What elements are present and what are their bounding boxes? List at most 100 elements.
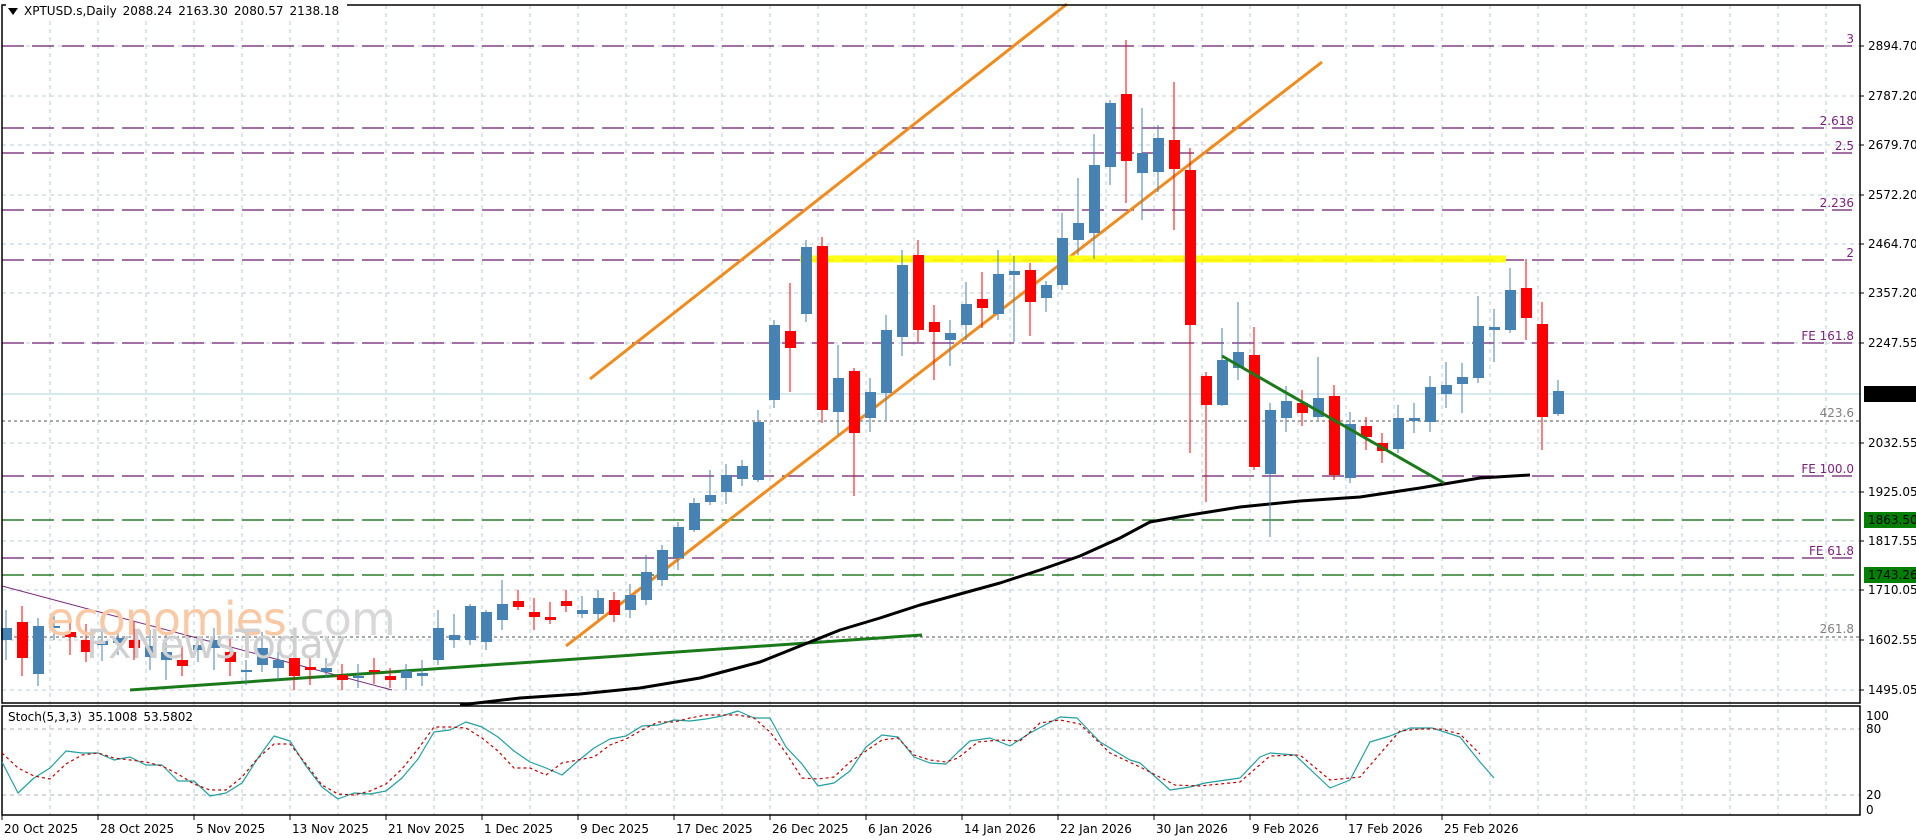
bear-candle[interactable] xyxy=(913,255,924,330)
bear-candle[interactable] xyxy=(337,675,348,680)
bull-candle[interactable] xyxy=(401,671,412,678)
bull-candle[interactable] xyxy=(1409,418,1420,421)
bear-candle[interactable] xyxy=(305,667,316,670)
bear-candle[interactable] xyxy=(1025,270,1036,302)
bull-candle[interactable] xyxy=(209,640,220,648)
bear-candle[interactable] xyxy=(1169,140,1180,169)
bear-candle[interactable] xyxy=(1249,355,1260,467)
bull-candle[interactable] xyxy=(1489,327,1500,330)
bull-candle[interactable] xyxy=(801,247,812,314)
bull-candle[interactable] xyxy=(1345,424,1356,478)
bull-candle[interactable] xyxy=(257,648,268,665)
bull-candle[interactable] xyxy=(145,646,156,657)
bull-candle[interactable] xyxy=(993,274,1004,314)
bull-candle[interactable] xyxy=(321,668,332,672)
bull-candle[interactable] xyxy=(1425,387,1436,422)
bear-candle[interactable] xyxy=(17,622,28,658)
bull-candle[interactable] xyxy=(753,422,764,480)
bear-candle[interactable] xyxy=(1361,426,1372,437)
stochastic-signal-line[interactable] xyxy=(1,714,1481,796)
moving-average-line[interactable] xyxy=(459,473,1531,707)
bull-candle[interactable] xyxy=(945,333,956,340)
bull-candle[interactable] xyxy=(353,676,364,678)
bear-candle[interactable] xyxy=(81,640,92,652)
bull-candle[interactable] xyxy=(865,392,876,418)
bull-candle[interactable] xyxy=(593,598,604,614)
bull-candle[interactable] xyxy=(449,635,460,640)
bull-candle[interactable] xyxy=(737,466,748,479)
bear-candle[interactable] xyxy=(609,600,620,615)
bear-candle[interactable] xyxy=(1329,396,1340,475)
bull-candle[interactable] xyxy=(1553,391,1564,414)
bull-candle[interactable] xyxy=(1217,360,1228,405)
bull-candle[interactable] xyxy=(1441,385,1452,394)
bull-candle[interactable] xyxy=(577,610,588,614)
green-ascending-trendline[interactable] xyxy=(129,633,923,692)
bear-candle[interactable] xyxy=(929,322,940,332)
bull-candle[interactable] xyxy=(49,626,60,628)
collapse-triangle-icon[interactable] xyxy=(8,8,18,15)
bull-candle[interactable] xyxy=(193,645,204,650)
bear-candle[interactable] xyxy=(817,246,828,410)
bull-candle[interactable] xyxy=(1009,271,1020,275)
purple-trendline[interactable] xyxy=(1,585,393,691)
bull-candle[interactable] xyxy=(1281,401,1292,418)
bear-candle[interactable] xyxy=(545,617,556,620)
bull-candle[interactable] xyxy=(1233,352,1244,368)
bear-candle[interactable] xyxy=(65,632,76,637)
bull-candle[interactable] xyxy=(673,527,684,558)
bull-candle[interactable] xyxy=(769,325,780,400)
bear-candle[interactable] xyxy=(1201,376,1212,405)
bull-candle[interactable] xyxy=(1505,290,1516,330)
bear-candle[interactable] xyxy=(177,660,188,666)
bear-candle[interactable] xyxy=(289,658,300,676)
bull-candle[interactable] xyxy=(1313,398,1324,417)
bear-candle[interactable] xyxy=(977,299,988,308)
bull-candle[interactable] xyxy=(705,495,716,502)
bull-candle[interactable] xyxy=(465,606,476,640)
bear-candle[interactable] xyxy=(849,371,860,433)
bull-candle[interactable] xyxy=(1041,285,1052,298)
bull-candle[interactable] xyxy=(433,628,444,660)
bull-candle[interactable] xyxy=(657,550,668,580)
bear-candle[interactable] xyxy=(1185,170,1196,325)
bull-candle[interactable] xyxy=(1473,326,1484,378)
bull-candle[interactable] xyxy=(641,572,652,600)
channel-upper-line[interactable] xyxy=(589,2,1068,381)
bull-candle[interactable] xyxy=(1393,418,1404,449)
bear-candle[interactable] xyxy=(1121,94,1132,161)
bull-candle[interactable] xyxy=(625,595,636,610)
bull-candle[interactable] xyxy=(1073,223,1084,240)
bull-candle[interactable] xyxy=(1137,153,1148,173)
bear-candle[interactable] xyxy=(369,670,380,672)
bull-candle[interactable] xyxy=(1057,238,1068,285)
bull-candle[interactable] xyxy=(689,503,700,530)
bull-candle[interactable] xyxy=(1105,103,1116,167)
bull-candle[interactable] xyxy=(497,604,508,620)
bull-candle[interactable] xyxy=(881,330,892,393)
bear-candle[interactable] xyxy=(1297,403,1308,413)
bear-candle[interactable] xyxy=(1521,288,1532,318)
bull-candle[interactable] xyxy=(161,652,172,660)
bull-candle[interactable] xyxy=(833,378,844,412)
bear-candle[interactable] xyxy=(785,331,796,348)
bull-candle[interactable] xyxy=(481,612,492,642)
bull-candle[interactable] xyxy=(273,660,284,668)
bull-candle[interactable] xyxy=(961,304,972,325)
bull-candle[interactable] xyxy=(1,628,12,640)
bull-candle[interactable] xyxy=(1457,377,1468,384)
bear-candle[interactable] xyxy=(129,640,140,648)
bear-candle[interactable] xyxy=(385,676,396,680)
bull-candle[interactable] xyxy=(97,641,108,645)
bear-candle[interactable] xyxy=(1537,324,1548,417)
green-descending-trendline[interactable] xyxy=(1221,354,1445,485)
bull-candle[interactable] xyxy=(1265,410,1276,474)
bull-candle[interactable] xyxy=(1153,138,1164,172)
bull-candle[interactable] xyxy=(1089,165,1100,233)
bull-candle[interactable] xyxy=(241,670,252,672)
bull-candle[interactable] xyxy=(897,265,908,337)
channel-lower-line[interactable] xyxy=(565,60,1323,648)
bull-candle[interactable] xyxy=(33,626,44,674)
bull-candle[interactable] xyxy=(721,475,732,492)
